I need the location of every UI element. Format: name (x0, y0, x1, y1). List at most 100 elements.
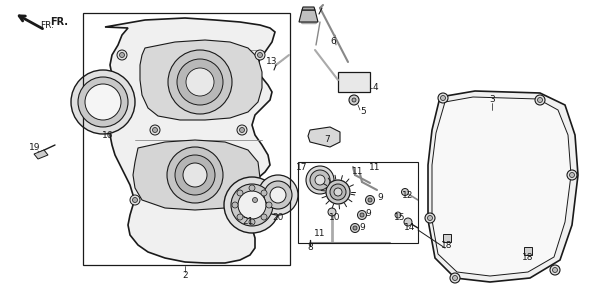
Circle shape (330, 184, 346, 200)
Circle shape (306, 166, 334, 194)
Text: 14: 14 (404, 224, 416, 232)
Circle shape (167, 147, 223, 203)
Circle shape (326, 180, 350, 204)
Text: 15: 15 (394, 213, 406, 222)
Circle shape (569, 172, 575, 178)
Circle shape (175, 155, 215, 195)
Polygon shape (105, 18, 275, 263)
Text: 2: 2 (182, 271, 188, 280)
Text: 9: 9 (359, 224, 365, 232)
Circle shape (255, 50, 265, 60)
Circle shape (334, 188, 342, 196)
Circle shape (365, 196, 375, 204)
Text: FR.: FR. (50, 17, 68, 27)
Circle shape (352, 98, 356, 102)
Circle shape (425, 213, 435, 223)
Polygon shape (302, 7, 315, 10)
Polygon shape (443, 234, 451, 242)
Circle shape (240, 128, 244, 132)
Circle shape (249, 219, 255, 225)
Circle shape (183, 163, 207, 187)
Text: 18: 18 (441, 240, 453, 250)
Circle shape (238, 191, 266, 219)
Circle shape (353, 226, 357, 230)
Circle shape (349, 95, 359, 105)
Circle shape (315, 175, 325, 185)
Circle shape (360, 213, 364, 217)
Text: FR.: FR. (40, 20, 54, 29)
Bar (83, 13, 290, 265)
Text: 9: 9 (365, 209, 371, 218)
Circle shape (368, 198, 372, 202)
Circle shape (232, 202, 238, 208)
Text: 9: 9 (377, 193, 383, 201)
Circle shape (168, 50, 232, 114)
Circle shape (441, 95, 445, 101)
Circle shape (567, 170, 577, 180)
Circle shape (224, 177, 280, 233)
Circle shape (310, 170, 330, 190)
Circle shape (266, 202, 272, 208)
Circle shape (402, 188, 408, 196)
Text: 11: 11 (369, 163, 381, 172)
Polygon shape (308, 127, 340, 147)
Circle shape (186, 68, 214, 96)
Circle shape (270, 187, 286, 203)
Text: 6: 6 (330, 38, 336, 46)
Circle shape (250, 195, 260, 205)
Circle shape (253, 197, 257, 203)
Polygon shape (428, 91, 578, 282)
Text: 4: 4 (372, 83, 378, 92)
Text: 17: 17 (296, 163, 308, 172)
Polygon shape (34, 150, 48, 159)
Text: 3: 3 (489, 95, 495, 104)
Polygon shape (338, 72, 370, 92)
Circle shape (177, 59, 223, 105)
Polygon shape (432, 97, 571, 276)
Circle shape (133, 197, 137, 203)
Circle shape (261, 214, 267, 220)
Circle shape (150, 125, 160, 135)
Circle shape (438, 93, 448, 103)
Circle shape (450, 273, 460, 283)
Text: 13: 13 (266, 57, 278, 67)
Circle shape (453, 275, 457, 281)
Circle shape (237, 190, 243, 196)
Circle shape (71, 70, 135, 134)
Circle shape (550, 265, 560, 275)
Circle shape (120, 52, 124, 57)
Circle shape (535, 95, 545, 105)
Circle shape (350, 224, 359, 232)
Polygon shape (133, 140, 260, 210)
Circle shape (328, 208, 336, 216)
Text: 8: 8 (307, 244, 313, 253)
Circle shape (261, 190, 267, 196)
Circle shape (78, 77, 128, 127)
Text: 11: 11 (314, 228, 326, 237)
Circle shape (152, 128, 158, 132)
Text: 16: 16 (102, 131, 114, 139)
Circle shape (537, 98, 542, 103)
Text: 20: 20 (273, 213, 284, 222)
Circle shape (428, 216, 432, 221)
Text: 7: 7 (324, 135, 330, 144)
Circle shape (395, 212, 401, 218)
Polygon shape (140, 40, 262, 120)
Circle shape (552, 268, 558, 272)
Circle shape (358, 210, 366, 219)
Text: 5: 5 (360, 107, 366, 116)
Circle shape (237, 125, 247, 135)
Circle shape (237, 214, 243, 220)
Circle shape (117, 50, 127, 60)
Text: 18: 18 (522, 253, 534, 262)
Text: 19: 19 (30, 144, 41, 153)
Circle shape (257, 52, 263, 57)
Text: 10: 10 (329, 213, 341, 222)
Circle shape (404, 218, 412, 226)
Text: 21: 21 (242, 218, 254, 226)
Circle shape (85, 84, 121, 120)
Polygon shape (299, 10, 318, 22)
Circle shape (264, 181, 292, 209)
Polygon shape (524, 247, 532, 255)
Circle shape (258, 175, 298, 215)
